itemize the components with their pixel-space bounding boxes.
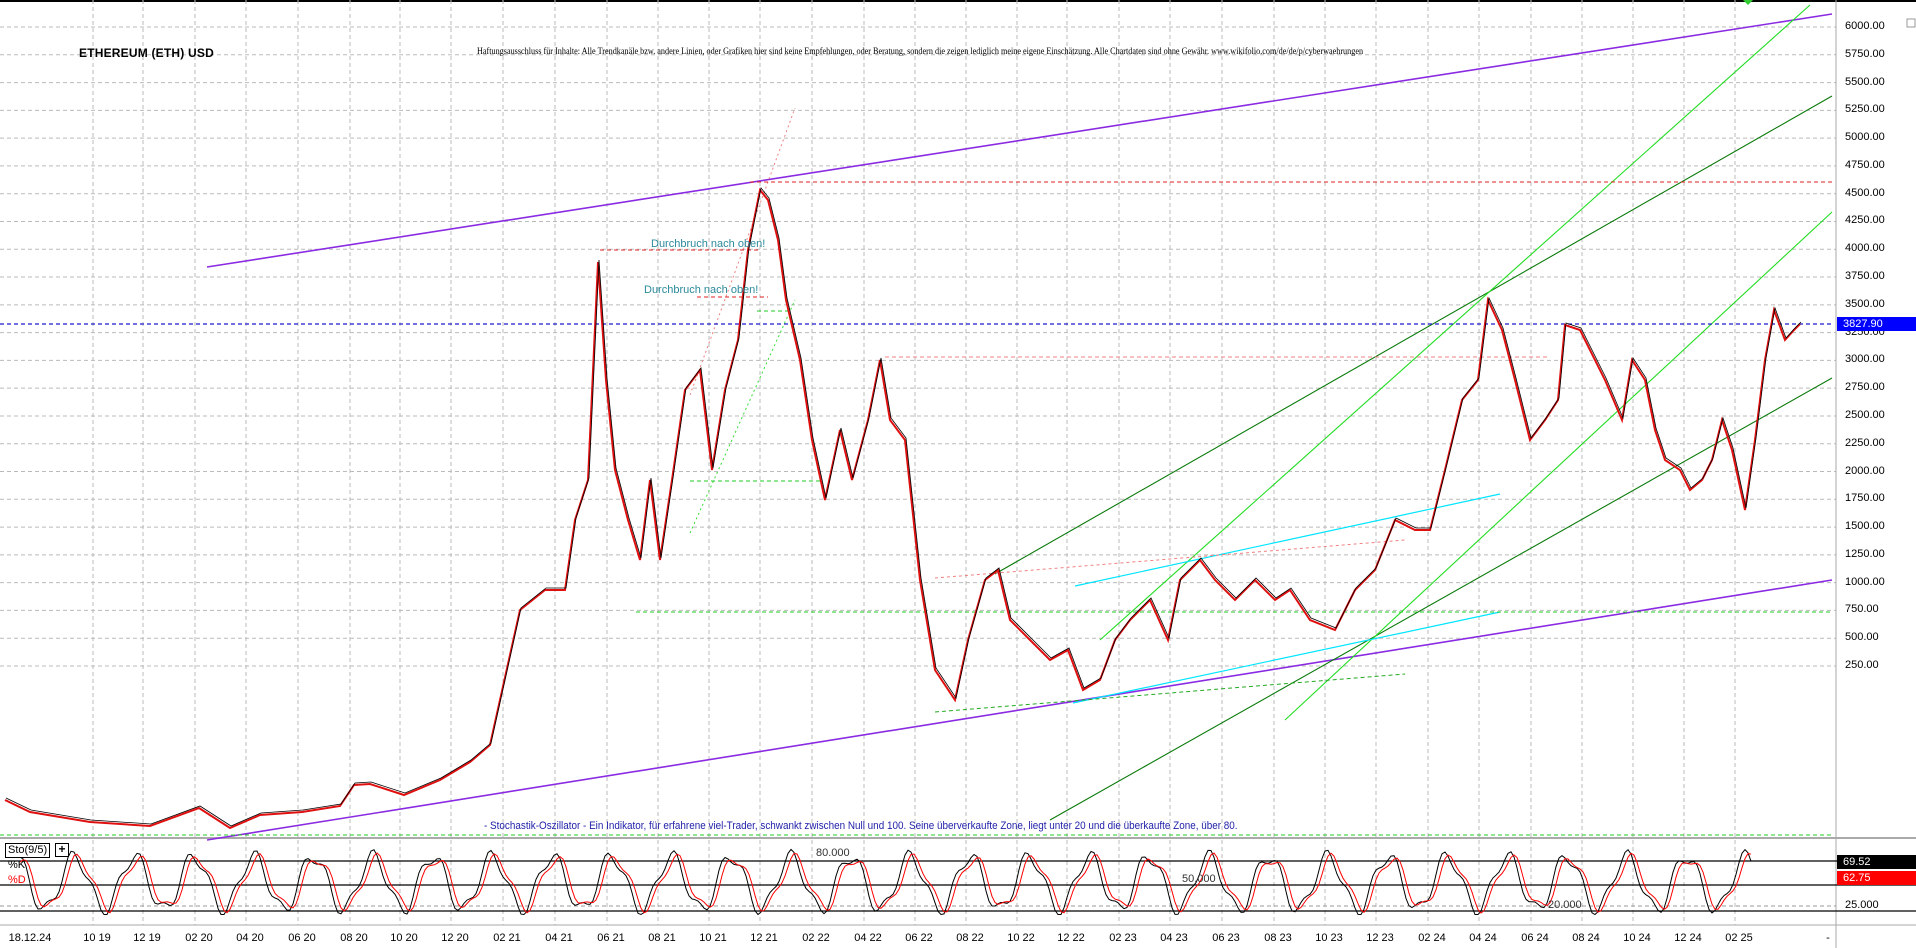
light-green-trendline-2 xyxy=(1284,211,1833,721)
time-tick: 04 21 xyxy=(545,932,573,944)
d-label: %D xyxy=(8,874,26,886)
price-tick: 5750.00 xyxy=(1845,47,1885,60)
time-tick: 02 21 xyxy=(493,932,521,944)
time-tick: 02 24 xyxy=(1418,932,1446,944)
indicator-name-box[interactable]: Sto(9/5) xyxy=(5,843,51,858)
time-tick: 10 21 xyxy=(699,932,727,944)
price-candles xyxy=(4,187,1802,830)
dark-green-trendline-upper xyxy=(994,95,1833,575)
current-price-badge: 3827.90 xyxy=(1837,317,1916,331)
disclaimer-text: Haftungsausschluss für Inhalte: Alle Tre… xyxy=(477,47,1364,57)
time-tick: 12 20 xyxy=(441,932,469,944)
time-tick: 04 22 xyxy=(854,932,882,944)
time-tick: 02 25 xyxy=(1725,932,1753,944)
price-tick: 1000.00 xyxy=(1845,575,1885,588)
time-tick: 02 20 xyxy=(185,932,213,944)
k-value-badge: 69.52 xyxy=(1837,855,1916,869)
time-tick: 10 22 xyxy=(1007,932,1035,944)
price-tick: 4250.00 xyxy=(1845,214,1885,227)
time-tick: 04 23 xyxy=(1160,932,1188,944)
horizontal-levels xyxy=(0,181,1832,836)
price-tick: 250.00 xyxy=(1845,658,1879,671)
breakout-annotation-1: Durchbruch nach oben! xyxy=(651,238,766,250)
breakout-annotation-2: Durchbruch nach oben! xyxy=(644,284,759,296)
price-tick: 5000.00 xyxy=(1845,131,1885,144)
stochastic-lines xyxy=(19,848,1752,916)
stochastic-note: - Stochastik-Oszillator - Ein Indikator,… xyxy=(484,820,1238,832)
level-80-label: 80.000 xyxy=(816,847,850,859)
time-tick: 08 24 xyxy=(1572,932,1600,944)
sto-axis-tick: 25.000 xyxy=(1845,899,1879,911)
price-tick: 5500.00 xyxy=(1845,75,1885,88)
price-tick: 2000.00 xyxy=(1845,464,1885,477)
price-tick: 500.00 xyxy=(1845,631,1879,644)
price-tick: 6000.00 xyxy=(1845,20,1885,32)
time-tick: 04 20 xyxy=(236,932,264,944)
dark-green-trendline-lower xyxy=(1049,377,1833,821)
time-tick: 06 22 xyxy=(905,932,933,944)
time-axis-scroll-marker[interactable]: - xyxy=(1826,932,1830,944)
time-tick: 08 23 xyxy=(1264,932,1292,944)
light-green-trendline-1 xyxy=(1099,4,1811,641)
time-tick: 06 23 xyxy=(1212,932,1240,944)
price-tick: 4500.00 xyxy=(1845,186,1885,199)
price-tick: 2250.00 xyxy=(1845,436,1885,449)
time-tick: 02 22 xyxy=(802,932,830,944)
chart-title: ETHEREUM (ETH) USD xyxy=(79,46,214,60)
price-tick: 1750.00 xyxy=(1845,492,1885,505)
add-indicator-button[interactable]: + xyxy=(55,843,69,857)
price-tick: 1500.00 xyxy=(1845,520,1885,533)
d-value-badge: 62.75 xyxy=(1837,871,1916,885)
price-tick: 4000.00 xyxy=(1845,242,1885,255)
level-50-label: 50.000 xyxy=(1182,873,1216,885)
time-tick: 06 20 xyxy=(288,932,316,944)
price-tick: 750.00 xyxy=(1845,603,1879,616)
price-tick: 5250.00 xyxy=(1845,103,1885,116)
lower-channel-line xyxy=(206,579,1833,841)
grid-lines xyxy=(0,0,1836,925)
cyan-trendline-upper xyxy=(1074,493,1501,587)
time-tick: 10 19 xyxy=(83,932,111,944)
cyan-trendline-lower xyxy=(1072,611,1501,704)
time-tick: 10 23 xyxy=(1315,932,1343,944)
time-tick: 10 24 xyxy=(1623,932,1651,944)
k-label: %K xyxy=(8,859,26,871)
price-tick: 2750.00 xyxy=(1845,381,1885,394)
time-tick: 08 22 xyxy=(956,932,984,944)
time-tick: 12 22 xyxy=(1057,932,1085,944)
time-tick: 08 20 xyxy=(340,932,368,944)
level-20-label: 20.000 xyxy=(1548,899,1582,911)
time-tick: 10 20 xyxy=(390,932,418,944)
time-tick: 12 19 xyxy=(133,932,161,944)
time-tick: 12 21 xyxy=(750,932,778,944)
price-tick: 3000.00 xyxy=(1845,353,1885,366)
time-tick: 12 24 xyxy=(1674,932,1702,944)
price-tick: 4750.00 xyxy=(1845,158,1885,171)
time-tick: 04 24 xyxy=(1469,932,1497,944)
price-tick: 2500.00 xyxy=(1845,408,1885,421)
time-tick: 06 24 xyxy=(1521,932,1549,944)
price-tick: 3500.00 xyxy=(1845,297,1885,310)
price-tick: 1250.00 xyxy=(1845,547,1885,560)
pink-dashed-resistance-slope xyxy=(934,539,1406,579)
stochastic-levels xyxy=(0,860,1916,912)
trendlines xyxy=(206,4,1833,841)
price-tick: 3750.00 xyxy=(1845,270,1885,283)
time-tick: 02 23 xyxy=(1109,932,1137,944)
collapse-panel-icon[interactable] xyxy=(1906,18,1916,28)
pink-dotted-trendline xyxy=(689,107,796,396)
time-tick: 12 23 xyxy=(1366,932,1394,944)
time-tick: 08 21 xyxy=(648,932,676,944)
upper-channel-line xyxy=(206,13,1833,268)
green-dashed-support-slope xyxy=(934,673,1406,713)
time-tick: 06 21 xyxy=(597,932,625,944)
time-tick: 18.12.24 xyxy=(8,932,52,944)
marker-triangle-icon xyxy=(1743,0,1753,5)
